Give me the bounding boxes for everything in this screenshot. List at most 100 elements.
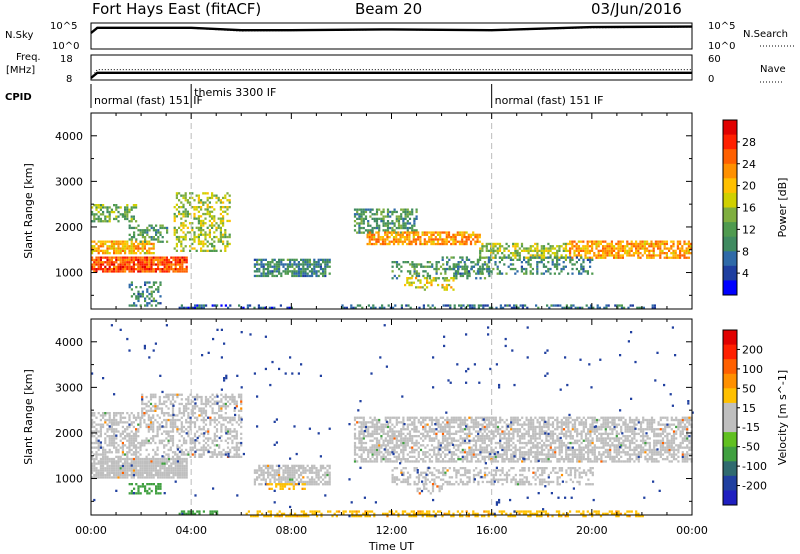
- scatter-cell: [652, 247, 655, 250]
- scatter-cell: [610, 252, 613, 255]
- scatter-cell: [176, 395, 179, 399]
- scatter-cell: [208, 235, 211, 239]
- scatter-cell: [397, 444, 401, 447]
- scatter-cell: [119, 268, 122, 271]
- scatter-cell: [117, 464, 120, 468]
- scatter-cell: [481, 267, 484, 271]
- scatter-cell: [185, 474, 188, 477]
- scatter-cell: [99, 425, 102, 429]
- scatter-cell: [626, 252, 629, 255]
- scatter-cell: [224, 416, 227, 419]
- scatter-cell: [430, 279, 433, 282]
- scatter-cell: [130, 460, 133, 463]
- scatter-cell: [133, 487, 136, 490]
- scatter-cell: [436, 233, 440, 236]
- scatter-cell: [468, 460, 471, 463]
- scatter-cell: [141, 485, 144, 488]
- scatter-cell: [367, 460, 370, 463]
- scatter-cell: [143, 412, 146, 415]
- scatter-cell: [121, 474, 124, 477]
- scatter-cell: [549, 272, 552, 275]
- scatter-cell: [458, 304, 461, 307]
- scatter-cell: [306, 272, 309, 275]
- scatter-cell: [518, 247, 521, 250]
- scatter-cell: [174, 268, 177, 271]
- scatter-cell: [117, 258, 120, 262]
- scatter-cell: [102, 416, 105, 419]
- scatter-cell: [613, 249, 616, 252]
- scatter-cell: [397, 240, 400, 243]
- scatter-cell: [213, 432, 216, 435]
- scatter-cell: [165, 393, 168, 396]
- scatter-cell: [262, 471, 265, 474]
- scatter-cell: [536, 272, 539, 275]
- scatter-cell: [207, 416, 210, 419]
- scatter-cell: [326, 464, 329, 467]
- scatter-cell: [461, 437, 464, 440]
- scatter-cell: [317, 261, 320, 264]
- scatter-cell: [137, 290, 140, 293]
- scatter-cell: [148, 261, 151, 264]
- scatter-cell: [226, 432, 230, 435]
- scatter-cell: [393, 448, 396, 452]
- scatter-cell: [619, 247, 622, 250]
- scatter-cell: [182, 405, 186, 408]
- scatter-cell: [157, 469, 160, 472]
- scatter-cell: [324, 270, 327, 273]
- scatter-cell: [93, 258, 96, 262]
- scatter-cell: [135, 471, 138, 474]
- scatter-cell: [229, 418, 232, 422]
- scatter-cell: [584, 252, 587, 255]
- scatter-cell: [174, 400, 177, 403]
- scatter-cell: [195, 217, 198, 220]
- scatter-cell: [584, 247, 587, 250]
- scatter-cell: [494, 242, 497, 246]
- scatter-cell: [384, 460, 387, 463]
- scatter-cell: [278, 471, 281, 474]
- scatter-cell: [169, 400, 172, 403]
- scatter-cell: [350, 306, 353, 309]
- scatter-cell: [176, 464, 179, 468]
- scatter-cell: [459, 428, 462, 431]
- scatter-cell: [375, 220, 379, 223]
- scatter-cell: [308, 480, 311, 484]
- scatter-cell: [459, 435, 462, 438]
- scatter-cell: [181, 265, 184, 268]
- scatter-cell: [652, 245, 655, 248]
- scatter-cell: [306, 258, 309, 261]
- scatter-cell: [124, 471, 127, 474]
- cpid-label: CPID: [5, 92, 32, 103]
- scatter-cell: [481, 265, 484, 268]
- scatter-cell: [516, 242, 519, 246]
- ytick-label: 2000: [55, 221, 83, 234]
- scatter-cell: [200, 215, 203, 218]
- scatter-cell: [293, 471, 296, 474]
- scatter-cell: [424, 435, 427, 438]
- scatter-cell: [113, 270, 116, 273]
- scatter-cell: [278, 272, 281, 275]
- scatter-cell: [235, 448, 238, 452]
- scatter-cell: [520, 261, 523, 264]
- scatter-cell: [413, 416, 416, 419]
- scatter-cell: [170, 457, 173, 461]
- scatter-cell: [217, 240, 220, 243]
- scatter-cell: [503, 263, 506, 266]
- scatter-cell: [652, 254, 655, 257]
- scatter-cell: [237, 448, 241, 452]
- scatter-cell: [527, 249, 530, 252]
- scatter-cell: [648, 252, 651, 255]
- scatter-cell: [161, 476, 164, 479]
- scatter-cell: [193, 215, 196, 218]
- scatter-cell: [525, 247, 528, 250]
- scatter-cell: [386, 441, 390, 445]
- scatter-cell: [446, 421, 449, 424]
- scatter-cell: [97, 247, 100, 250]
- scatter-cell: [577, 247, 580, 250]
- scatter-cell: [452, 421, 456, 424]
- scatter-cell: [520, 245, 524, 248]
- scatter-cell: [211, 512, 214, 515]
- scatter-cell: [182, 231, 185, 234]
- scatter-cell: [391, 265, 394, 268]
- scatter-cell: [472, 231, 475, 234]
- scatter-cell: [507, 249, 510, 252]
